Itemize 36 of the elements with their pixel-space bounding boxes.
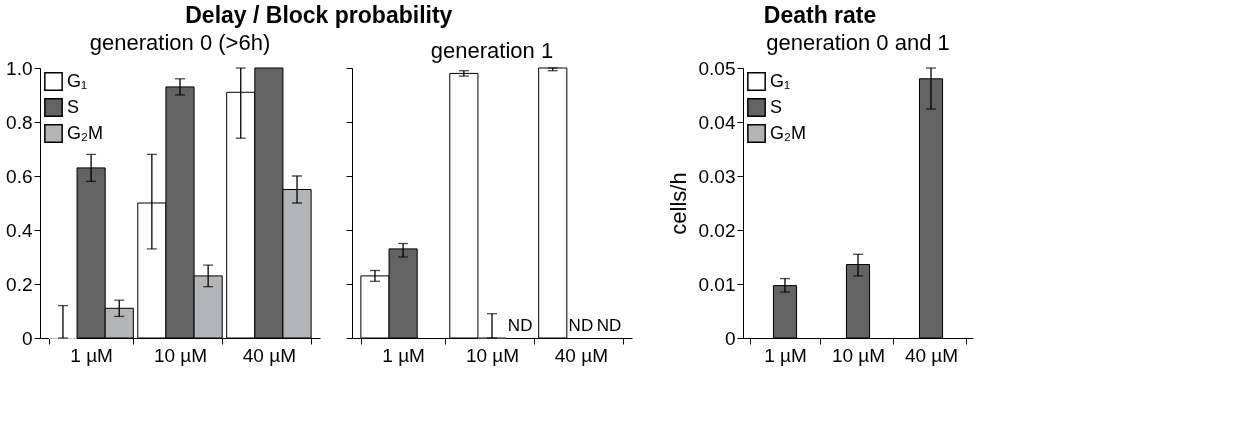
chart-subtitle: generation 0 (>6h) — [89, 30, 271, 55]
x-tick-label: 40 µM — [904, 344, 959, 366]
x-tick-label: 10 µM — [153, 344, 208, 366]
legend-label: G₂M — [67, 122, 103, 143]
y-axis-title: cells/h — [665, 172, 691, 235]
y-tick-label: 1.0 — [6, 57, 33, 79]
text: ND — [507, 316, 533, 335]
chart-title: Delay / Block probability — [185, 2, 453, 28]
chart-subtitle: generation 1 — [430, 38, 554, 64]
x-tick-label: 40 µM — [554, 344, 608, 366]
x-tick-label: 10 µM — [465, 344, 520, 366]
text: ND — [568, 316, 594, 335]
x-tick-label: 1 µM — [382, 344, 425, 366]
y-tick-label: 0.03 — [698, 165, 736, 187]
chart-title: Death rate — [763, 2, 877, 28]
chart-subtitle: generation 0 and 1 — [766, 30, 950, 55]
x-tick-label: 1 µM — [70, 344, 113, 366]
y-tick-label: 0.2 — [6, 273, 33, 295]
legend-label: S — [770, 96, 783, 117]
y-tick-label: 0.04 — [698, 111, 736, 133]
y-tick-label: 0.02 — [698, 219, 736, 241]
x-tick-label: 40 µM — [242, 344, 296, 366]
y-tick-label: 0.6 — [6, 165, 33, 187]
x-tick-label: 10 µM — [831, 344, 886, 366]
y-tick-label: 0.8 — [6, 111, 33, 133]
legend-label: G₁ — [67, 70, 88, 91]
y-tick-label: 0.05 — [698, 57, 736, 79]
y-tick-label: 0.4 — [6, 219, 33, 241]
text: ND — [596, 316, 622, 335]
legend-label: G₂M — [770, 122, 806, 143]
legend-label: S — [67, 96, 80, 117]
x-tick-label: 1 µM — [764, 344, 807, 366]
y-tick-label: 0.01 — [698, 273, 736, 295]
y-tick-label: 0 — [724, 327, 736, 349]
legend-label: G₁ — [770, 70, 791, 91]
y-tick-label: 0 — [21, 327, 33, 349]
